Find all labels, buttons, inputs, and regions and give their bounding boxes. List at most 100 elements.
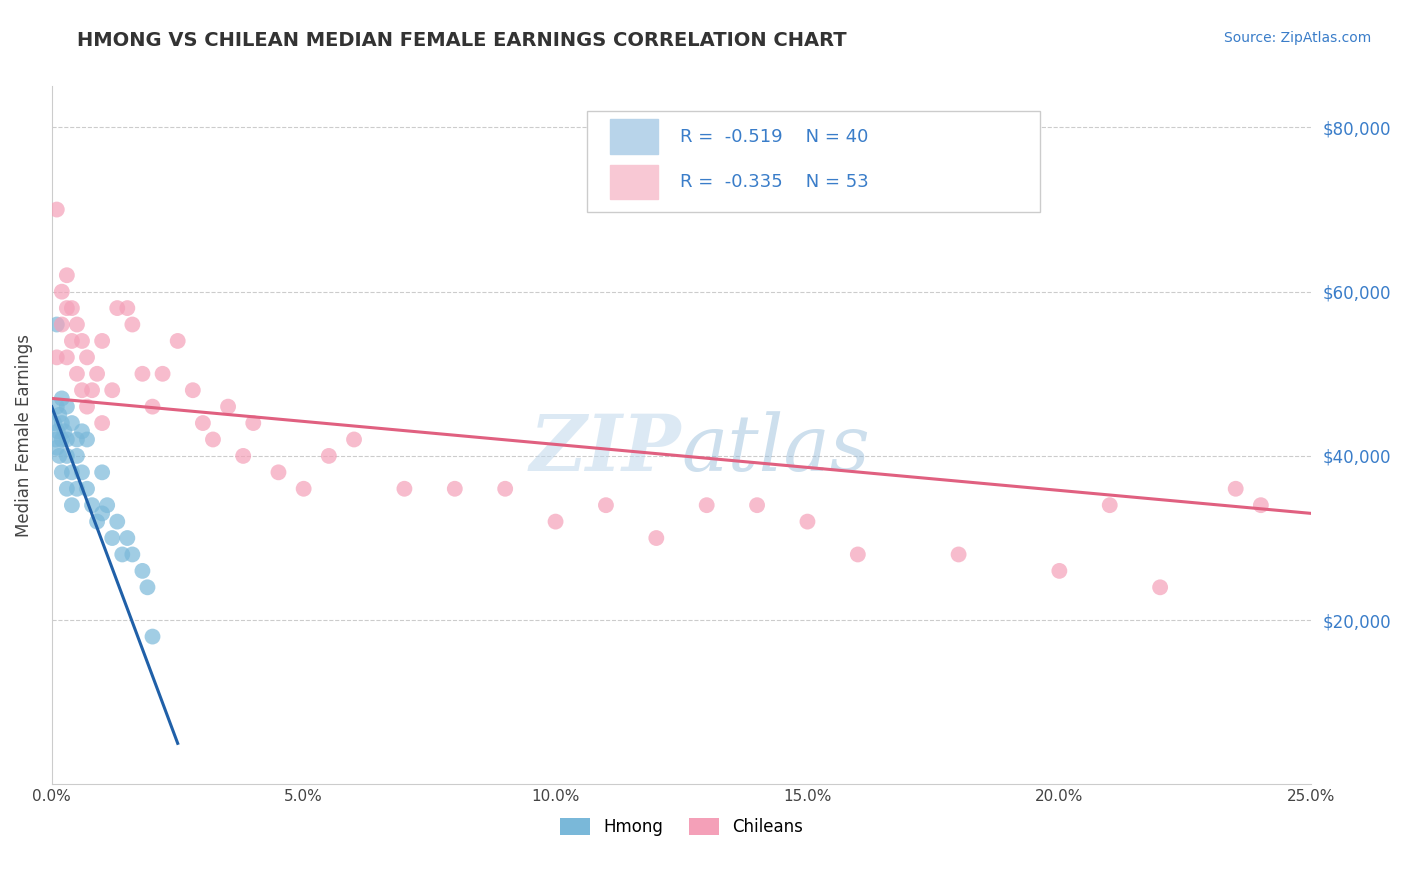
Point — [796, 515, 818, 529]
Point — [60, 334, 83, 348]
Point — [121, 548, 143, 562]
Point — [48, 449, 70, 463]
Point — [70, 466, 93, 480]
Point — [494, 482, 516, 496]
Point — [121, 318, 143, 332]
Point — [696, 498, 718, 512]
Point — [217, 400, 239, 414]
Point — [56, 449, 79, 463]
Point — [51, 416, 73, 430]
Point — [846, 548, 869, 562]
Point — [141, 400, 163, 414]
Point — [44, 416, 66, 430]
Point — [544, 515, 567, 529]
Point — [53, 424, 76, 438]
Point — [45, 433, 67, 447]
Point — [91, 334, 114, 348]
Point — [66, 367, 89, 381]
Point — [56, 301, 79, 315]
Point — [51, 318, 73, 332]
Text: HMONG VS CHILEAN MEDIAN FEMALE EARNINGS CORRELATION CHART: HMONG VS CHILEAN MEDIAN FEMALE EARNINGS … — [77, 31, 846, 50]
Point — [70, 424, 93, 438]
Point — [56, 482, 79, 496]
Point — [86, 515, 108, 529]
Point — [105, 301, 128, 315]
Point — [70, 334, 93, 348]
Point — [117, 301, 139, 315]
Point — [105, 515, 128, 529]
Point — [318, 449, 340, 463]
Point — [76, 433, 98, 447]
Point — [76, 482, 98, 496]
Point — [60, 466, 83, 480]
Point — [136, 580, 159, 594]
Point — [152, 367, 174, 381]
FancyBboxPatch shape — [588, 111, 1040, 212]
Point — [131, 564, 153, 578]
Point — [1098, 498, 1121, 512]
Point — [1047, 564, 1070, 578]
Point — [51, 392, 73, 406]
Point — [267, 466, 290, 480]
FancyBboxPatch shape — [610, 164, 658, 200]
Point — [595, 498, 617, 512]
Point — [51, 433, 73, 447]
Text: Source: ZipAtlas.com: Source: ZipAtlas.com — [1223, 31, 1371, 45]
Point — [101, 531, 124, 545]
Text: atlas: atlas — [682, 411, 870, 488]
Point — [91, 416, 114, 430]
Point — [96, 498, 118, 512]
Point — [1225, 482, 1247, 496]
Point — [242, 416, 264, 430]
Point — [60, 416, 83, 430]
Point — [111, 548, 134, 562]
Point — [46, 424, 69, 438]
Point — [45, 351, 67, 365]
Text: R =  -0.519    N = 40: R = -0.519 N = 40 — [681, 128, 869, 145]
Point — [91, 507, 114, 521]
Point — [101, 383, 124, 397]
Point — [232, 449, 254, 463]
FancyBboxPatch shape — [610, 120, 658, 154]
Point — [1250, 498, 1272, 512]
Point — [948, 548, 970, 562]
Point — [141, 630, 163, 644]
Point — [645, 531, 668, 545]
Point — [292, 482, 315, 496]
Legend: Hmong, Chileans: Hmong, Chileans — [554, 811, 810, 842]
Point — [60, 498, 83, 512]
Point — [166, 334, 188, 348]
Point — [60, 301, 83, 315]
Point — [66, 433, 89, 447]
Point — [51, 466, 73, 480]
Point — [76, 351, 98, 365]
Point — [45, 400, 67, 414]
Point — [56, 268, 79, 283]
Point — [70, 383, 93, 397]
Y-axis label: Median Female Earnings: Median Female Earnings — [15, 334, 32, 537]
Point — [191, 416, 214, 430]
Point — [394, 482, 416, 496]
Point — [86, 367, 108, 381]
Point — [343, 433, 366, 447]
Point — [80, 383, 103, 397]
Point — [1149, 580, 1171, 594]
Point — [745, 498, 768, 512]
Point — [181, 383, 204, 397]
Point — [131, 367, 153, 381]
Point — [66, 482, 89, 496]
Point — [66, 318, 89, 332]
Text: R =  -0.335    N = 53: R = -0.335 N = 53 — [681, 173, 869, 191]
Point — [56, 433, 79, 447]
Point — [91, 466, 114, 480]
Point — [76, 400, 98, 414]
Point — [51, 285, 73, 299]
Point — [48, 408, 70, 422]
Point — [56, 400, 79, 414]
Point — [45, 318, 67, 332]
Point — [45, 202, 67, 217]
Point — [45, 441, 67, 455]
Point — [201, 433, 224, 447]
Point — [117, 531, 139, 545]
Point — [66, 449, 89, 463]
